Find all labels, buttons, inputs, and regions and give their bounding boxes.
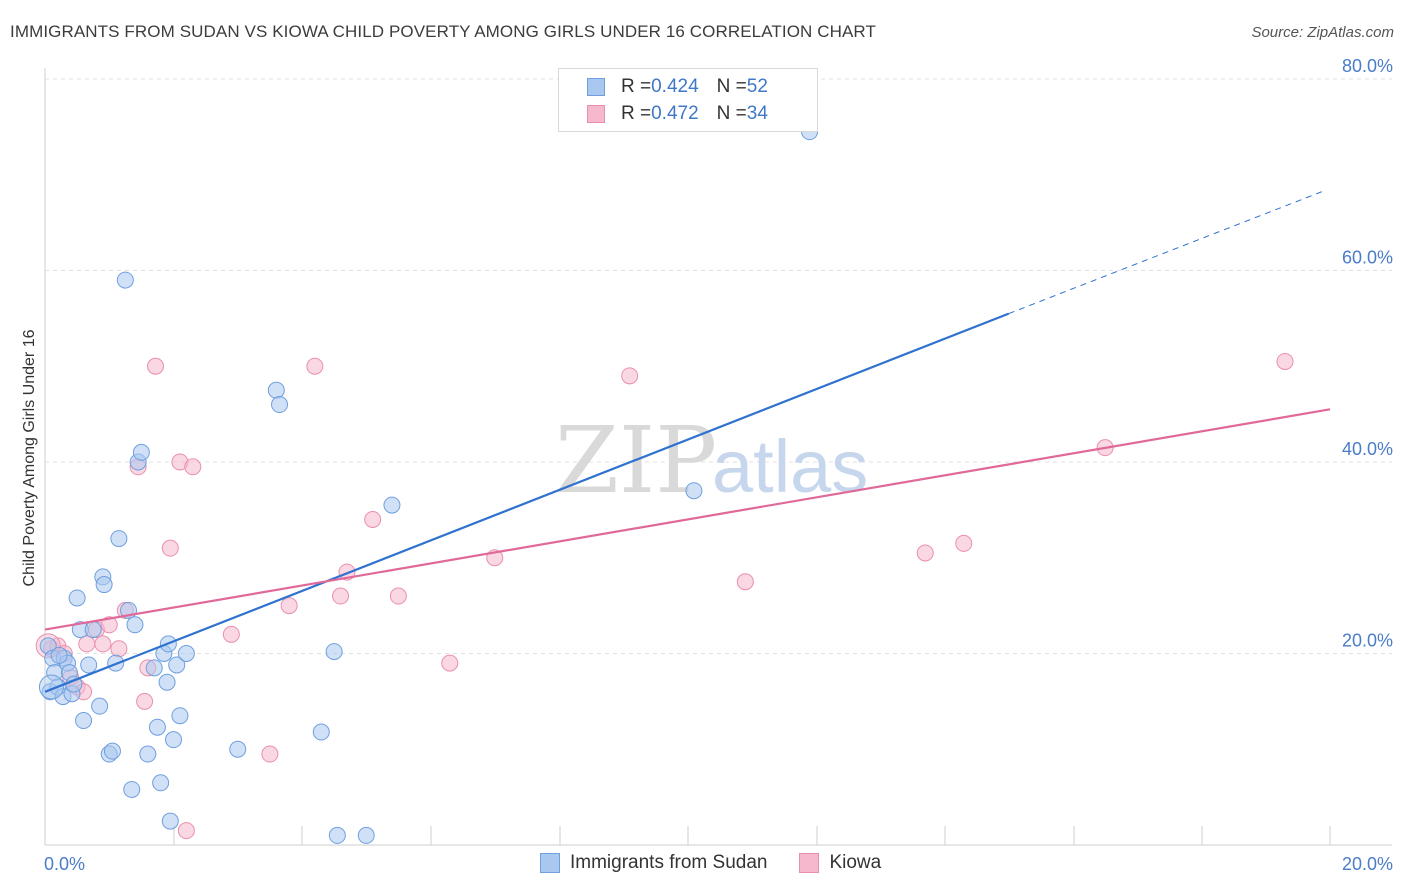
kiowa-point xyxy=(222,625,240,643)
sudan-point xyxy=(325,643,343,661)
legend-row-kiowa: R = 0.472 N = 34 xyxy=(559,100,768,128)
kiowa-trend-line xyxy=(44,408,1331,631)
kiowa-point xyxy=(621,367,639,385)
kiowa-point xyxy=(78,635,96,653)
legend-r-label: R = xyxy=(621,76,652,97)
sudan-point xyxy=(229,740,247,758)
axes-layer xyxy=(44,68,1392,846)
kiowa-point xyxy=(161,539,179,557)
legend-label-kiowa: Kiowa xyxy=(829,852,882,873)
trend-lines xyxy=(44,190,1331,693)
kiowa-point xyxy=(147,357,165,375)
sudan-point xyxy=(685,482,703,500)
grid-layer xyxy=(45,78,1392,654)
legend-r-value-kiowa: 0.472 xyxy=(651,103,699,124)
correlation-legend: R = 0.424 N = 52 R = 0.472 N = 34 xyxy=(558,68,818,132)
sudan-point xyxy=(168,656,186,674)
watermark: ZIP atlas xyxy=(555,407,868,514)
y-tick-label: 80.0% xyxy=(1342,56,1393,76)
kiowa-point xyxy=(332,587,350,605)
series-legend: Immigrants from Sudan Kiowa xyxy=(540,852,913,874)
sudan-point xyxy=(158,673,176,691)
sudan-point xyxy=(110,530,128,548)
kiowa-point xyxy=(916,544,934,562)
sudan-point xyxy=(139,745,157,763)
y-tick-label: 20.0% xyxy=(1342,631,1393,651)
sudan-point xyxy=(95,576,113,594)
sudan-point xyxy=(91,697,109,715)
legend-item-sudan[interactable]: Immigrants from Sudan xyxy=(540,852,767,874)
sudan-point xyxy=(80,656,98,674)
legend-swatch-kiowa xyxy=(799,853,820,873)
kiowa-point xyxy=(955,534,973,552)
kiowa-point xyxy=(136,692,154,710)
legend-n-value-sudan: 52 xyxy=(746,76,768,97)
y-tick-label: 40.0% xyxy=(1342,439,1393,459)
sudan-point xyxy=(75,712,93,730)
legend-n-label: N = xyxy=(716,76,747,97)
sudan-point xyxy=(357,826,375,844)
sudan-point-cluster xyxy=(38,674,64,700)
kiowa-point xyxy=(177,822,195,840)
kiowa-point xyxy=(100,616,118,634)
kiowa-point xyxy=(110,640,128,658)
sudan-trend-extension xyxy=(1008,190,1324,315)
sudan-point xyxy=(103,742,121,760)
sudan-point xyxy=(177,645,195,662)
legend-item-kiowa[interactable]: Kiowa xyxy=(799,852,881,874)
sudan-point xyxy=(383,496,401,514)
sudan-point xyxy=(123,780,141,798)
sudan-point xyxy=(50,646,68,664)
legend-swatch-sudan xyxy=(587,78,605,96)
y-tick-label: 60.0% xyxy=(1342,248,1393,268)
legend-n-value-kiowa: 34 xyxy=(746,103,768,124)
legend-swatch-kiowa xyxy=(587,105,605,123)
sudan-point xyxy=(68,589,86,607)
chart-title: IMMIGRANTS FROM SUDAN VS KIOWA CHILD POV… xyxy=(10,22,876,41)
watermark-atlas: atlas xyxy=(712,425,868,508)
sudan-point xyxy=(171,707,189,725)
sudan-point xyxy=(152,774,170,792)
legend-r-label: R = xyxy=(621,103,652,124)
tick-labels: 20.0% 40.0% 60.0% 80.0% 0.0% 20.0% xyxy=(44,56,1393,874)
kiowa-point xyxy=(736,573,754,591)
sudan-point xyxy=(126,616,144,634)
sudan-point xyxy=(165,731,182,749)
sudan-trend-line xyxy=(44,312,1010,693)
sudan-point xyxy=(161,812,179,830)
sudan-point xyxy=(328,826,346,844)
kiowa-point xyxy=(94,635,112,653)
kiowa-point xyxy=(441,654,459,672)
kiowa-point xyxy=(184,458,202,476)
kiowa-point xyxy=(261,745,279,763)
sudan-point xyxy=(145,659,163,677)
kiowa-point xyxy=(364,510,382,528)
chart-source: Source: ZipAtlas.com xyxy=(1251,24,1394,41)
legend-row-sudan: R = 0.424 N = 52 xyxy=(559,73,768,101)
sudan-point xyxy=(267,381,285,399)
legend-n-label: N = xyxy=(716,103,747,124)
legend-label-sudan: Immigrants from Sudan xyxy=(570,852,768,873)
legend-r-value-sudan: 0.424 xyxy=(651,76,699,97)
sudan-point xyxy=(312,723,330,741)
sudan-point xyxy=(148,718,166,736)
legend-swatch-sudan xyxy=(540,853,560,873)
sudan-point xyxy=(132,443,150,461)
x-tick-label: 0.0% xyxy=(44,854,85,874)
x-tick-label: 20.0% xyxy=(1342,854,1393,874)
y-axis-label: Child Poverty Among Girls Under 16 xyxy=(21,329,38,586)
sudan-point xyxy=(271,396,289,414)
sudan-point xyxy=(116,271,134,289)
kiowa-point xyxy=(306,357,324,375)
kiowa-point xyxy=(280,597,298,615)
kiowa-point xyxy=(389,587,407,605)
sudan-point xyxy=(84,621,102,639)
kiowa-point xyxy=(1276,352,1294,370)
